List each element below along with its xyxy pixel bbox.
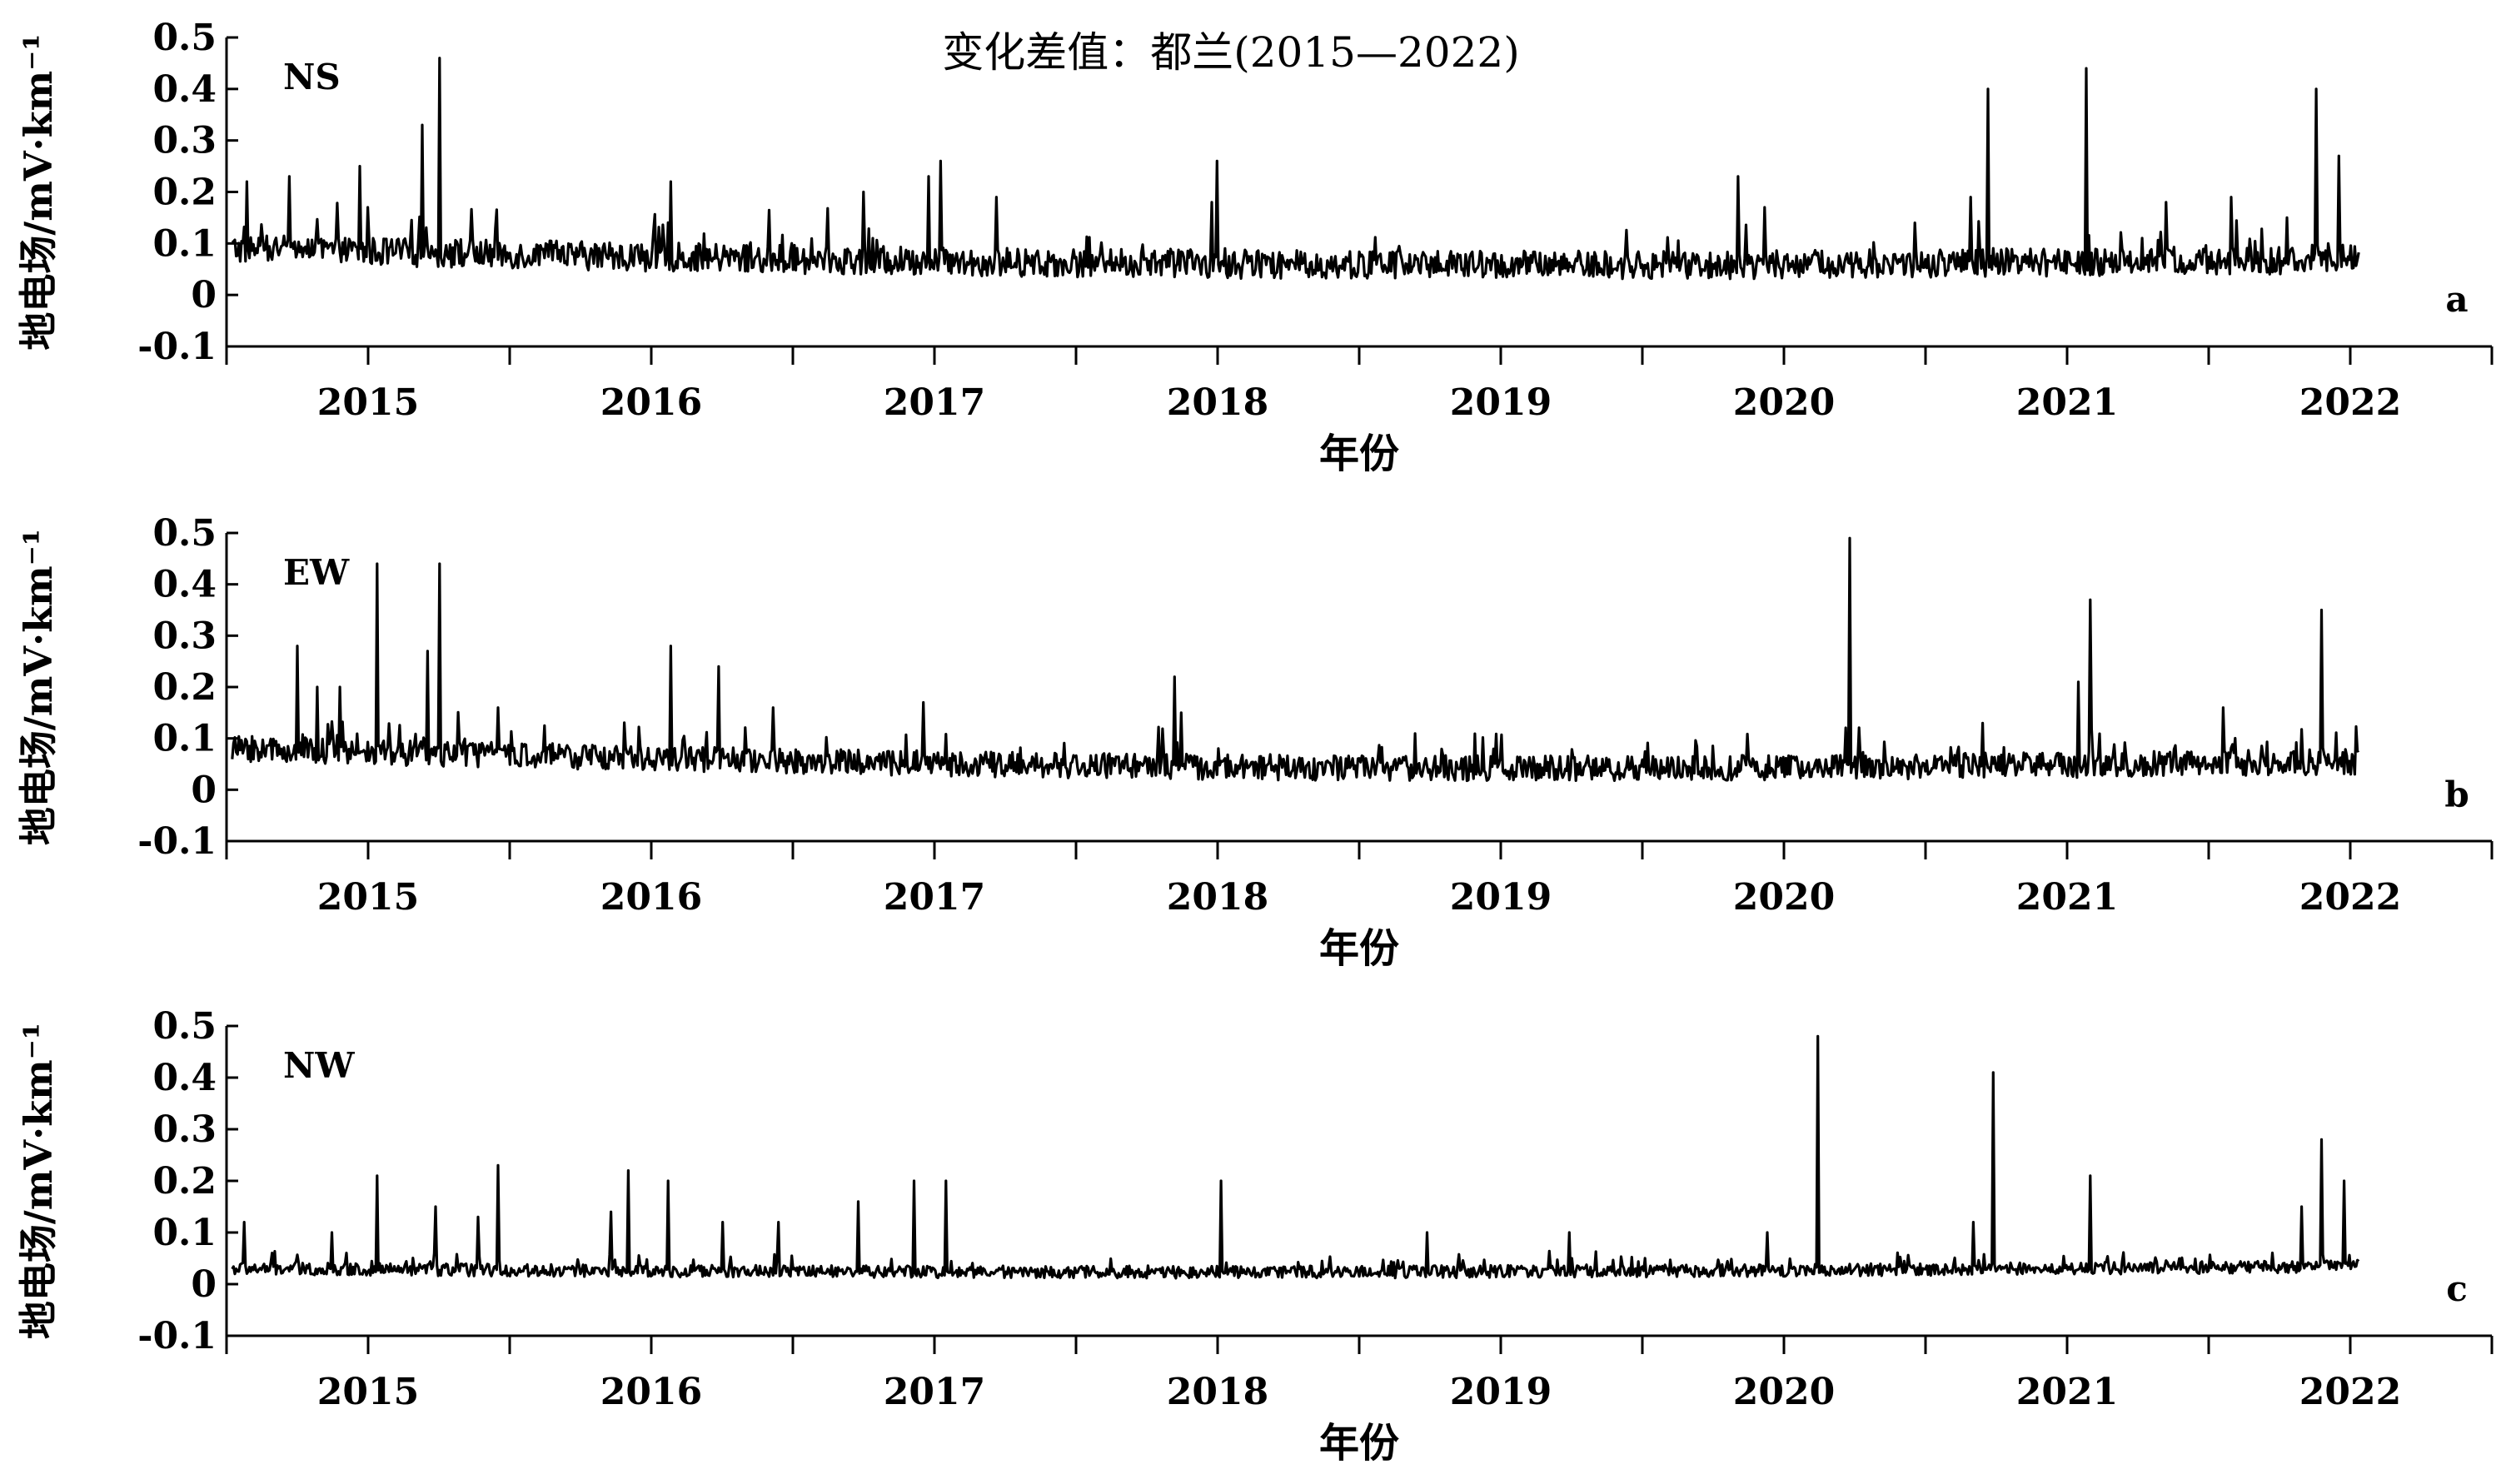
chart-title: 变化差值：都兰(2015—2022) bbox=[942, 28, 1520, 77]
y-axis-label: 地电场/mV·km⁻¹ bbox=[16, 1023, 61, 1339]
y-tick-label: 0.2 bbox=[152, 666, 217, 709]
x-tick-label: 2019 bbox=[1450, 1371, 1552, 1413]
x-axis-label: 年份 bbox=[1319, 431, 1399, 477]
y-tick-label: 0.4 bbox=[152, 564, 217, 606]
y-tick-label: 0 bbox=[191, 1263, 217, 1306]
x-tick-label: 2022 bbox=[2299, 381, 2401, 424]
y-axis-label: 地电场/mV·km⁻¹ bbox=[16, 33, 61, 350]
panel-b: 0.5 0.4 0.3 0.2 0.1 0 -0.1 2015 2016 2017 2018 2019… bbox=[16, 512, 2494, 972]
y-tick-label: 0.5 bbox=[152, 512, 217, 555]
y-tick-label: 0 bbox=[191, 769, 217, 811]
y-tick-label: 0.1 bbox=[152, 222, 217, 265]
y-tick-label: 0.3 bbox=[152, 120, 217, 162]
x-tick-label: 2020 bbox=[1733, 1371, 1835, 1413]
x-tick-label: 2015 bbox=[317, 381, 419, 424]
series-line-nw bbox=[231, 1034, 2360, 1280]
x-tick-label: 2018 bbox=[1167, 1371, 1268, 1413]
panel-letter: b bbox=[2444, 774, 2469, 814]
x-tick-label: 2022 bbox=[2299, 876, 2401, 919]
y-tick-label: 0.2 bbox=[152, 1160, 217, 1203]
component-label: EW bbox=[283, 552, 350, 593]
y-tick-label: 0.1 bbox=[152, 718, 217, 760]
y-tick-label: 0 bbox=[191, 274, 217, 316]
x-tick-label: 2018 bbox=[1167, 876, 1268, 919]
x-tick-label: 2016 bbox=[600, 876, 702, 919]
component-label: NS bbox=[283, 57, 341, 97]
x-tick-label: 2019 bbox=[1450, 381, 1552, 424]
x-tick-label: 2021 bbox=[2016, 381, 2118, 424]
x-tick-label: 2015 bbox=[317, 1371, 419, 1413]
x-tick-label: 2017 bbox=[884, 876, 985, 919]
x-tick-label: 2017 bbox=[884, 381, 985, 424]
x-tick-label: 2017 bbox=[884, 1371, 985, 1413]
y-tick-label: 0.5 bbox=[152, 17, 217, 59]
component-label: NW bbox=[283, 1045, 355, 1086]
y-tick-label: 0.4 bbox=[152, 1057, 217, 1099]
x-tick-label: 2020 bbox=[1733, 876, 1835, 919]
panel-letter: c bbox=[2446, 1268, 2468, 1309]
y-tick-label: 0.5 bbox=[152, 1005, 217, 1048]
x-tick-label: 2021 bbox=[2016, 876, 2118, 919]
panel-c: 0.5 0.4 0.3 0.2 0.1 0 -0.1 2015 2016 2017 2018 2019… bbox=[16, 1005, 2494, 1467]
y-tick-label: 0.3 bbox=[152, 1108, 217, 1151]
x-tick-label: 2022 bbox=[2299, 1371, 2401, 1413]
x-tick-label: 2020 bbox=[1733, 381, 1835, 424]
y-tick-label: -0.1 bbox=[137, 326, 217, 368]
y-tick-label: 0.2 bbox=[152, 172, 217, 214]
series-line-ew bbox=[231, 536, 2360, 783]
y-tick-label: -0.1 bbox=[137, 820, 217, 863]
series-line-ns bbox=[231, 57, 2360, 281]
panels: 0.5 0.4 0.3 0.2 0.1 0 -0.1 2015 2016 2017 2018 2019… bbox=[16, 17, 2494, 1467]
x-tick-label: 2016 bbox=[600, 1371, 702, 1413]
y-tick-label: -0.1 bbox=[137, 1315, 217, 1357]
panel-letter: a bbox=[2445, 279, 2468, 320]
x-tick-label: 2015 bbox=[317, 876, 419, 919]
panel-a: 0.5 0.4 0.3 0.2 0.1 0 -0.1 2015 2016 2017 2018 2019… bbox=[16, 17, 2494, 477]
x-tick-label: 2021 bbox=[2016, 1371, 2118, 1413]
x-tick-label: 2019 bbox=[1450, 876, 1552, 919]
x-tick-label: 2016 bbox=[600, 381, 702, 424]
y-tick-label: 0.1 bbox=[152, 1212, 217, 1254]
y-axis-label: 地电场/mV·km⁻¹ bbox=[16, 529, 61, 845]
x-tick-label: 2018 bbox=[1167, 381, 1268, 424]
y-tick-label: 0.3 bbox=[152, 615, 217, 657]
y-tick-label: 0.4 bbox=[152, 68, 217, 111]
x-axis-label: 年份 bbox=[1319, 1420, 1399, 1467]
x-axis-label: 年份 bbox=[1319, 925, 1399, 972]
